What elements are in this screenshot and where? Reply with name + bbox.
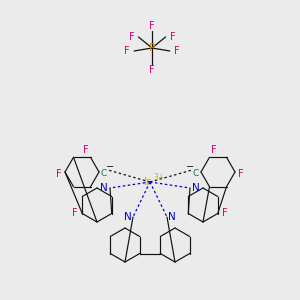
Text: F: F [149,21,155,31]
Text: C: C [193,169,199,178]
Text: F: F [56,169,62,179]
Text: F: F [129,32,134,42]
Text: N: N [168,212,176,222]
Text: Ir: Ir [144,177,152,187]
Text: F: F [149,65,155,75]
Text: N: N [192,183,200,193]
Text: F: F [72,208,78,218]
Text: F: F [238,169,244,179]
Text: F: F [174,46,180,56]
Text: C: C [101,169,107,178]
Text: P: P [149,43,155,53]
Text: F: F [170,32,176,42]
Text: −: − [186,162,194,172]
Text: N: N [124,212,132,222]
Text: F: F [222,208,228,218]
Text: 3+: 3+ [153,172,165,182]
Text: F: F [211,145,217,155]
Text: N: N [100,183,108,193]
Text: F: F [83,145,89,155]
Text: F: F [124,46,130,56]
Text: −: − [106,162,114,172]
